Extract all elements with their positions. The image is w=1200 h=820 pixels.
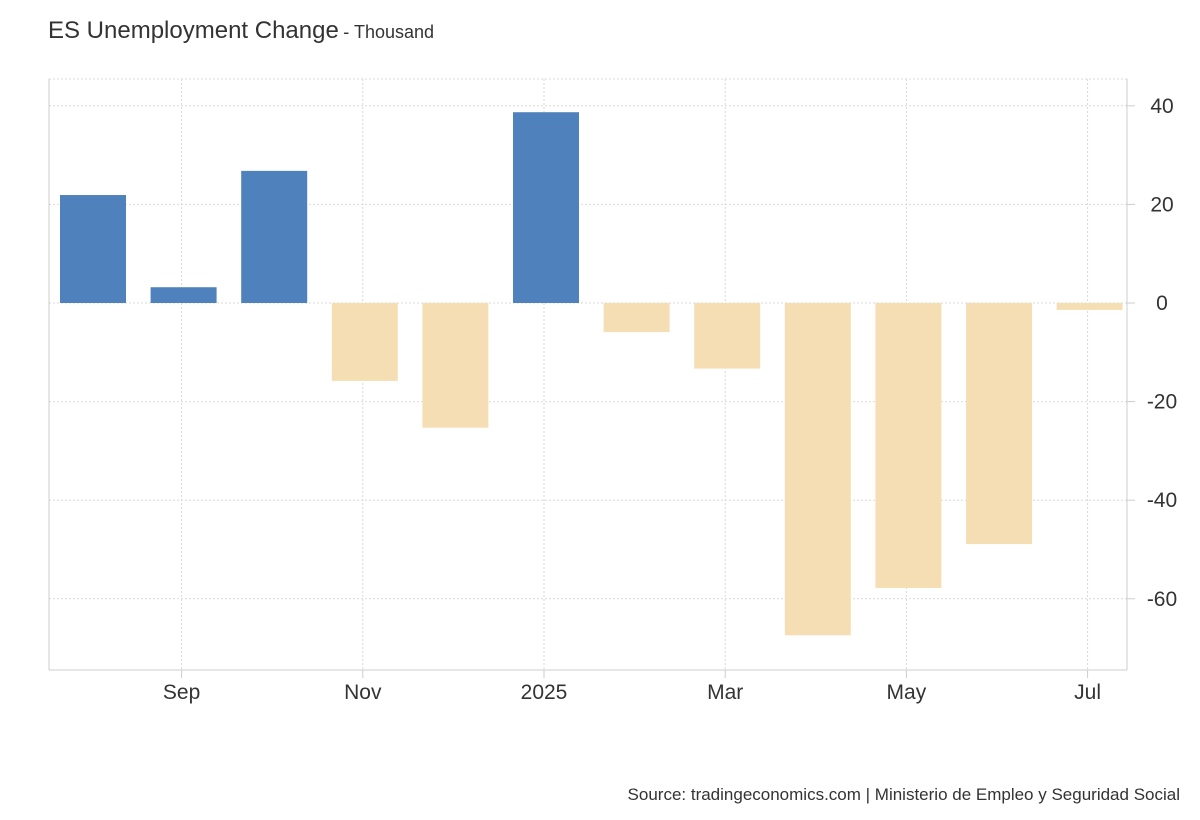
y-tick-label: -20 (1147, 391, 1177, 414)
bar-mar-2025 (694, 303, 761, 369)
x-tick-label: 2025 (521, 681, 568, 704)
bar-jun-2025 (966, 303, 1032, 545)
axis-layer: 40 20 0 -20 -40 -60 Sep Nov 2025 Mar May Jul (48, 79, 1177, 704)
x-tick-label: Jul (1074, 681, 1101, 704)
y-tick-label: -60 (1147, 588, 1177, 611)
bar-jul-2025 (1056, 303, 1123, 310)
bar-sep-2024 (150, 287, 217, 303)
chart-title: ES Unemployment Change (48, 17, 339, 44)
chart-header: ES Unemployment Change - Thousand (48, 17, 434, 45)
x-tick-label: Mar (707, 681, 743, 704)
x-tick-label: May (887, 681, 927, 704)
bar-oct-2024 (241, 170, 308, 303)
y-tick-label: 40 (1150, 95, 1173, 118)
x-tick-label: Sep (163, 681, 200, 704)
bar-apr-2025 (784, 303, 851, 636)
chart-subtitle: - Thousand (343, 22, 435, 42)
bar-jan-2025 (513, 112, 579, 303)
grid-layer (49, 78, 1127, 670)
bar-may-2025 (875, 303, 942, 588)
y-tick-label: 0 (1156, 292, 1168, 315)
source-credit: Source: tradingeconomics.com | Ministeri… (627, 785, 1180, 804)
bar-dec-2024 (422, 303, 489, 428)
y-tick-label: 20 (1150, 193, 1173, 216)
bar-aug-2024 (60, 195, 126, 303)
bar-feb-2025 (603, 303, 670, 333)
bar-layer (60, 112, 1123, 636)
bar-nov-2024 (331, 303, 398, 381)
y-tick-label: -40 (1147, 489, 1177, 512)
x-tick-label: Nov (344, 681, 382, 704)
